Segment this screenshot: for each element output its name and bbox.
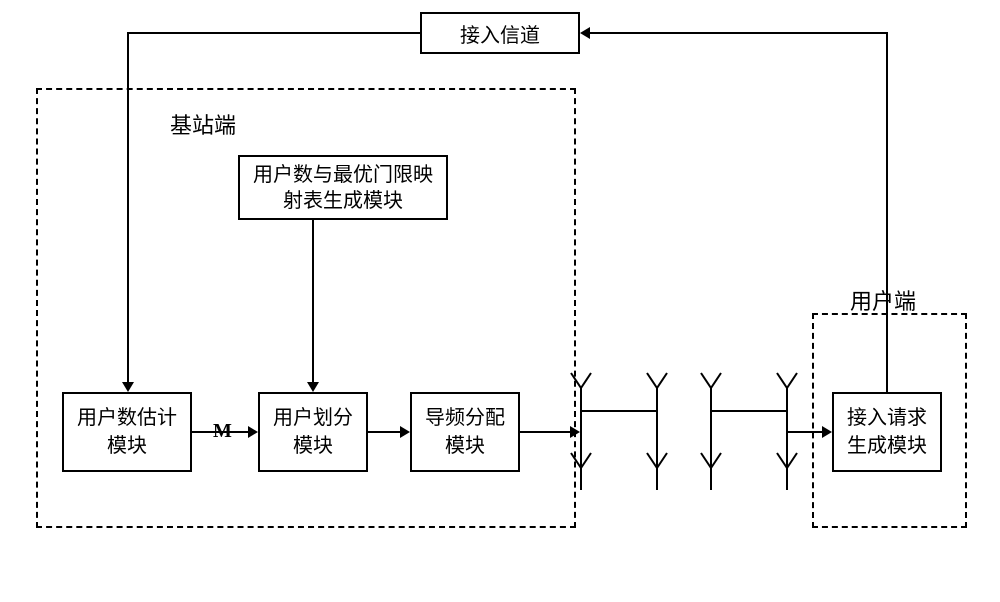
- antenna-group-left: [580, 370, 658, 490]
- mapping-table-box: 用户数与最优门限映 射表生成模块: [238, 155, 448, 220]
- arrow-channel-down: [127, 32, 129, 384]
- user-end-label: 用户端: [850, 284, 916, 316]
- arrow-head-icon: [122, 382, 134, 392]
- user-division-label-2: 模块: [293, 432, 333, 460]
- arrow-channel-left: [127, 32, 420, 34]
- access-channel-label: 接入信道: [460, 19, 540, 48]
- access-channel-box: 接入信道: [420, 12, 580, 54]
- antenna-icon: [698, 450, 724, 492]
- base-station-label: 基站端: [170, 108, 236, 140]
- mapping-table-label-2: 射表生成模块: [283, 188, 403, 214]
- antenna-icon: [568, 370, 594, 412]
- arrow-head-icon: [822, 426, 832, 438]
- antenna-icon: [698, 370, 724, 412]
- arrow-head-icon: [570, 426, 580, 438]
- user-count-est-label-1: 用户数估计: [77, 404, 177, 432]
- arrow-head-icon: [307, 382, 319, 392]
- pilot-alloc-box: 导频分配 模块: [410, 392, 520, 472]
- mapping-table-label-1: 用户数与最优门限映: [253, 162, 433, 188]
- user-count-est-box: 用户数估计 模块: [62, 392, 192, 472]
- user-division-box: 用户划分 模块: [258, 392, 368, 472]
- antenna-icon: [644, 370, 670, 412]
- m-label: M: [213, 420, 232, 443]
- pilot-alloc-label-1: 导频分配: [425, 404, 505, 432]
- user-count-est-label-2: 模块: [107, 432, 147, 460]
- arrow-antenna-to-accessreq: [788, 431, 824, 433]
- arrow-mapping-to-division: [312, 220, 314, 384]
- arrow-pilot-to-antenna: [520, 431, 572, 433]
- antenna-icon: [644, 450, 670, 492]
- antenna-group-right: [710, 370, 788, 490]
- access-req-box: 接入请求 生成模块: [832, 392, 942, 472]
- antenna-icon: [774, 450, 800, 492]
- arrow-head-icon: [248, 426, 258, 438]
- antenna-icon: [774, 370, 800, 412]
- access-req-label-2: 生成模块: [847, 432, 927, 460]
- arrow-accessreq-up: [886, 32, 888, 392]
- pilot-alloc-label-2: 模块: [445, 432, 485, 460]
- antenna-icon: [568, 450, 594, 492]
- arrow-head-icon: [580, 27, 590, 39]
- access-req-label-1: 接入请求: [847, 404, 927, 432]
- user-division-label-1: 用户划分: [273, 404, 353, 432]
- arrow-accessreq-left: [590, 32, 888, 34]
- arrow-head-icon: [400, 426, 410, 438]
- arrow-division-to-pilot: [368, 431, 402, 433]
